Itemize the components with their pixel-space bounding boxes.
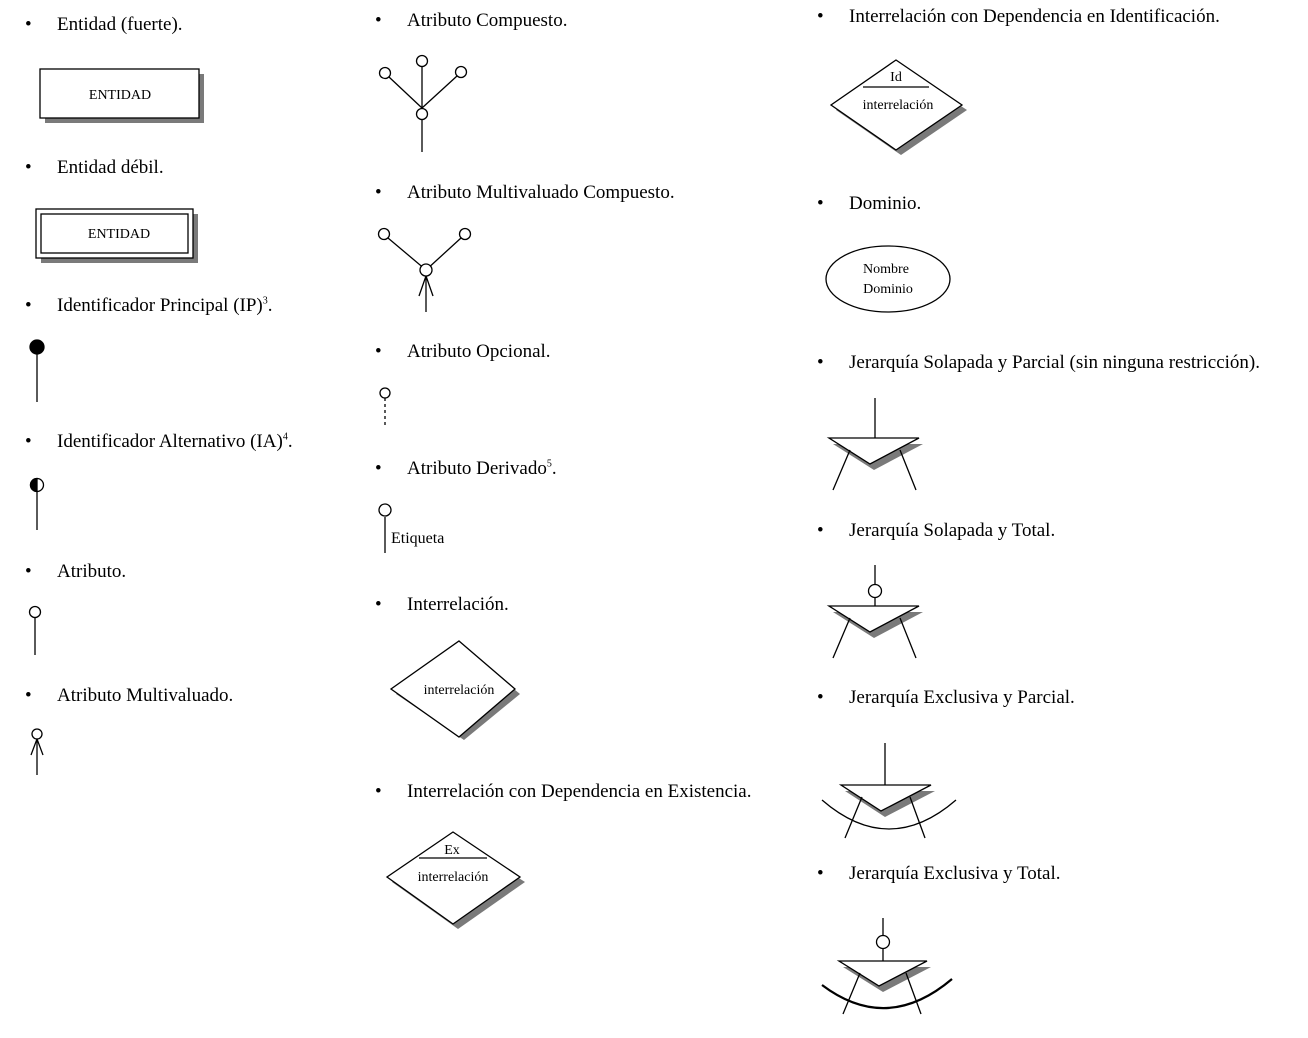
overlapping-total-hierarchy-symbol: [826, 565, 923, 659]
relationship-symbol: interrelación: [389, 640, 520, 740]
identification-relationship-label: interrelación: [863, 98, 934, 113]
domain-label-line1: Nombre: [863, 262, 909, 277]
legend-text: Atributo Opcional.: [407, 341, 551, 362]
bullet-icon: •: [25, 685, 32, 706]
weak-entity-label: ENTIDAD: [88, 227, 150, 242]
bullet-icon: •: [25, 14, 32, 35]
domain-symbol: Nombre Dominio: [825, 245, 951, 313]
strong-entity-symbol: ENTIDAD: [39, 68, 204, 123]
identification-dependency-symbol: Id interrelación: [829, 59, 967, 155]
legend-text: Interrelación.: [407, 594, 509, 615]
derived-attribute-symbol: Etiqueta: [378, 503, 444, 553]
legend-text: Entidad (fuerte).: [57, 14, 183, 35]
footnote-ref: 5: [546, 458, 552, 470]
bullet-icon: •: [817, 687, 824, 708]
strong-entity-label: ENTIDAD: [89, 88, 151, 103]
legend-text: Identificador Principal (IP): [57, 295, 263, 316]
overlapping-partial-hierarchy-symbol: [826, 398, 923, 491]
legend-text: Jerarquía Exclusiva y Parcial.: [849, 687, 1075, 708]
legend-text: Interrelación con Dependencia en Identif…: [849, 6, 1220, 27]
legend-text: Entidad débil.: [57, 157, 164, 178]
legend-suffix: .: [287, 431, 293, 452]
bullet-icon: •: [817, 6, 824, 27]
existence-relationship-label: interrelación: [418, 870, 489, 885]
bullet-icon: •: [25, 295, 32, 316]
primary-identifier-symbol: [29, 339, 45, 402]
bullet-icon: •: [375, 458, 382, 479]
legend-text: Atributo Multivaluado.: [57, 685, 234, 706]
bullet-icon: •: [817, 193, 824, 214]
bullet-icon: •: [375, 594, 382, 615]
footnote-ref: 3: [262, 295, 268, 307]
multivalued-composite-attribute-symbol: [377, 227, 472, 312]
legend-text: Identificador Alternativo (IA): [57, 431, 283, 452]
exclusive-total-hierarchy-symbol: [821, 918, 953, 1015]
legend-text: Jerarquía Exclusiva y Total.: [849, 863, 1061, 884]
existence-dependency-symbol: Ex interrelación: [385, 831, 525, 929]
optional-attribute-symbol: [379, 387, 391, 428]
bullet-icon: •: [817, 352, 824, 373]
legend-text: Interrelación con Dependencia en Existen…: [407, 781, 752, 802]
bullet-icon: •: [25, 431, 32, 452]
legend-suffix: .: [267, 295, 273, 316]
legend-text: Dominio.: [849, 193, 922, 214]
relationship-label: interrelación: [424, 683, 495, 698]
bullet-icon: •: [375, 10, 382, 31]
bullet-icon: •: [375, 781, 382, 802]
attribute-symbol: [28, 605, 42, 655]
legend-text: Jerarquía Solapada y Parcial (sin ningun…: [849, 352, 1260, 373]
existence-tag-label: Ex: [444, 843, 460, 858]
bullet-icon: •: [817, 863, 824, 884]
derived-attribute-label: Etiqueta: [391, 530, 444, 547]
footnote-ref: 4: [282, 431, 288, 443]
bullet-icon: •: [375, 341, 382, 362]
bullet-icon: •: [25, 561, 32, 582]
exclusive-partial-hierarchy-symbol: [821, 743, 957, 839]
legend-text: Jerarquía Solapada y Total.: [849, 520, 1056, 541]
legend-text: Atributo.: [57, 561, 127, 582]
multivalued-attribute-symbol: [30, 728, 44, 775]
bullet-icon: •: [817, 520, 824, 541]
domain-label-line2: Dominio: [863, 282, 913, 297]
bullet-icon: •: [375, 182, 382, 203]
weak-entity-symbol: ENTIDAD: [35, 208, 198, 263]
alternative-identifier-symbol: [29, 477, 45, 530]
legend-text: Atributo Derivado: [407, 458, 547, 479]
bullet-icon: •: [25, 157, 32, 178]
composite-attribute-symbol: [378, 54, 468, 152]
legend-suffix: .: [551, 458, 557, 479]
legend-text: Atributo Compuesto.: [407, 10, 568, 31]
legend-text: Atributo Multivaluado Compuesto.: [407, 182, 675, 203]
identification-tag-label: Id: [890, 70, 902, 85]
